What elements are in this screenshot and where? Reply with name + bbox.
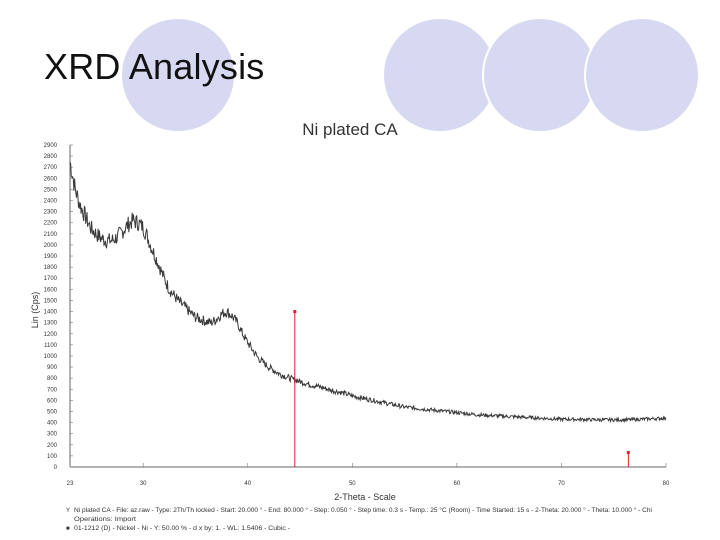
- y-tick-label: 500: [47, 409, 58, 415]
- xrd-pattern-line: [69, 161, 667, 424]
- y-tick-label: 0: [54, 465, 58, 471]
- slide-title: XRD Analysis: [44, 46, 265, 87]
- deco-circle: [120, 17, 236, 133]
- y-tick-label: 1300: [44, 321, 58, 327]
- y-tick-label: 2800: [44, 154, 58, 160]
- chart-title: Ni plated CA: [302, 120, 398, 139]
- y-tick-label: 2100: [44, 232, 58, 238]
- y-tick-label: 1500: [44, 298, 58, 304]
- y-tick-label: 1200: [44, 332, 58, 338]
- y-tick-label: 2300: [44, 210, 58, 216]
- legend-entry: 01-1212 (D) - Nickel - Ni - Y: 50.00 % -…: [74, 526, 290, 532]
- legend-marker: Y: [66, 508, 70, 514]
- x-tick-label: 50: [349, 481, 356, 487]
- y-tick-label: 2700: [44, 165, 58, 171]
- legend-entry: Operations: Import: [74, 517, 136, 523]
- reference-peak-marker: [626, 451, 630, 455]
- y-tick-label: 200: [47, 443, 58, 449]
- y-tick-label: 1100: [44, 343, 58, 349]
- y-tick-label: 800: [47, 376, 58, 382]
- legend-entry: Ni plated CA - File: az.raw - Type: 2Th/…: [74, 508, 652, 514]
- chart-legend: Y Ni plated CA - File: az.raw - Type: 2Th…: [66, 508, 652, 532]
- y-tick-label: 2500: [44, 187, 58, 193]
- x-axis-label: 2-Theta - Scale: [334, 492, 396, 502]
- x-tick-label: 40: [244, 481, 251, 487]
- y-tick-label: 2200: [44, 221, 58, 227]
- x-tick-label: 70: [558, 481, 565, 487]
- x-tick-label: 30: [140, 481, 147, 487]
- y-tick-label: 1600: [44, 287, 58, 293]
- x-tick-label: 80: [663, 481, 670, 487]
- y-tick-label: 1000: [44, 354, 58, 360]
- y-tick-label: 1400: [44, 310, 58, 316]
- y-tick-label: 2900: [44, 143, 58, 149]
- y-axis-label: Lin (Cps): [30, 292, 40, 329]
- y-tick-label: 2600: [44, 176, 58, 182]
- x-tick-label: 60: [454, 481, 461, 487]
- y-tick-label: 1700: [44, 276, 58, 282]
- y-tick-label: 900: [47, 365, 58, 371]
- y-tick-label: 600: [47, 398, 58, 404]
- y-tick-label: 1900: [44, 254, 58, 260]
- deco-circle: [584, 17, 700, 133]
- y-tick-label: 300: [47, 432, 58, 438]
- y-tick-label: 100: [47, 454, 58, 460]
- y-tick-label: 2400: [44, 199, 58, 205]
- legend-marker: ■: [66, 526, 70, 532]
- reference-peak-marker: [293, 310, 297, 314]
- x-tick-label: 23: [67, 481, 74, 487]
- y-tick-label: 2000: [44, 243, 58, 249]
- y-tick-label: 1800: [44, 265, 58, 271]
- y-tick-label: 700: [47, 387, 58, 393]
- y-tick-label: 400: [47, 421, 58, 427]
